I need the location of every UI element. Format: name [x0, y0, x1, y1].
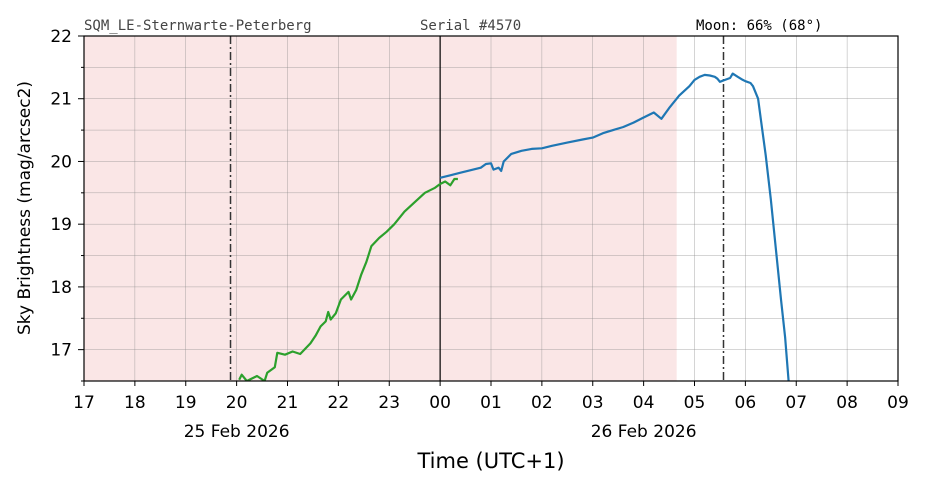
y-tick-label: 21	[50, 90, 72, 110]
x-tick-label: 06	[735, 393, 757, 413]
y-tick-label: 17	[50, 341, 72, 361]
y-axis-title: Sky Brightness (mag/arcsec2)	[15, 81, 35, 335]
x-tick-label: 21	[277, 393, 299, 413]
x-axis: 17 18 19 20 21 22 23 00 01 02 03 04 05 06 07 08 09	[73, 381, 909, 413]
y-axis: 17 18 19 20 21 22	[50, 27, 84, 382]
y-tick-label: 20	[50, 152, 72, 172]
x-tick-label: 03	[582, 393, 604, 413]
series-line	[439, 72, 790, 381]
x-tick-label: 20	[226, 393, 248, 413]
serial-number: Serial #4570	[420, 18, 521, 34]
y-tick-label: 18	[50, 278, 72, 298]
moon-info: Moon: 66% (68°)	[696, 18, 822, 34]
x-tick-label: 22	[328, 393, 350, 413]
date-label: 25 Feb 2026	[184, 422, 290, 442]
date-labels: 25 Feb 2026 26 Feb 2026	[184, 422, 697, 442]
x-tick-label: 07	[785, 393, 807, 413]
x-tick-label: 04	[633, 393, 655, 413]
date-label: 26 Feb 2026	[591, 422, 697, 442]
y-tick-label: 19	[50, 215, 72, 235]
x-tick-label: 08	[836, 393, 858, 413]
x-tick-label: 02	[531, 393, 553, 413]
x-tick-label: 23	[378, 393, 400, 413]
series-line	[238, 177, 458, 381]
y-tick-label: 22	[50, 27, 72, 47]
x-tick-label: 01	[480, 393, 502, 413]
x-tick-label: 09	[887, 393, 909, 413]
x-tick-label: 00	[429, 393, 451, 413]
x-tick-label: 17	[73, 393, 95, 413]
x-tick-label: 19	[175, 393, 197, 413]
x-tick-label: 05	[684, 393, 706, 413]
x-tick-label: 18	[124, 393, 146, 413]
station-name: SQM_LE-Sternwarte-Peterberg	[84, 18, 312, 34]
series-group	[238, 72, 790, 381]
x-axis-title: Time (UTC+1)	[416, 449, 564, 473]
night-shading	[84, 36, 677, 381]
time-markers	[229, 36, 725, 381]
